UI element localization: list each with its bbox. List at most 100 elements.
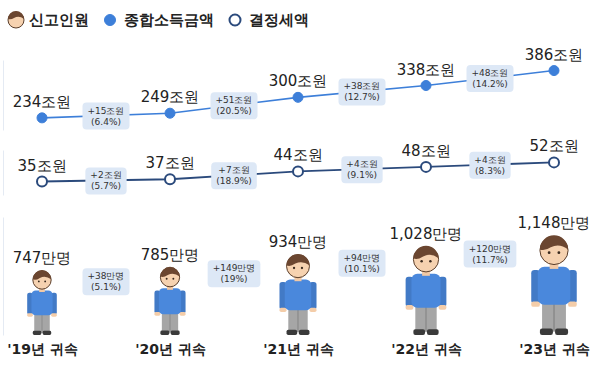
person-shoe bbox=[160, 331, 169, 335]
change-label: (11.7%) bbox=[472, 255, 508, 265]
x-tick-label: '21년 귀속 bbox=[263, 341, 334, 357]
person-leg bbox=[415, 305, 436, 332]
person-hair bbox=[33, 270, 51, 280]
person-hair bbox=[160, 267, 179, 277]
person-leg bbox=[34, 313, 50, 333]
person-shoe bbox=[43, 331, 51, 335]
y-axis bbox=[3, 218, 4, 336]
value-label: 35조원 bbox=[17, 157, 66, 175]
change-box bbox=[211, 162, 257, 189]
change-box bbox=[467, 65, 514, 92]
change-label: (5.7%) bbox=[91, 181, 121, 191]
person-shoe bbox=[540, 328, 553, 335]
person-body bbox=[538, 267, 571, 305]
legend-icon bbox=[8, 12, 24, 28]
person-body bbox=[159, 288, 181, 314]
person-body bbox=[31, 291, 52, 316]
legend-label: 종합소득금액 bbox=[124, 11, 214, 29]
person-icon bbox=[27, 270, 57, 335]
person-shoe bbox=[555, 328, 568, 335]
change-label: +51조원 bbox=[216, 95, 253, 105]
person-leg bbox=[162, 312, 178, 333]
person-leg-gap bbox=[41, 314, 42, 332]
person-leg bbox=[288, 308, 307, 333]
change-label: +149만명 bbox=[213, 263, 256, 273]
x-tick-label: '22년 귀속 bbox=[391, 341, 462, 357]
y-axis-line bbox=[3, 151, 4, 196]
change-label: +4조원 bbox=[474, 155, 505, 165]
person-hand bbox=[531, 301, 540, 306]
chart-container: '19년 귀속'20년 귀속'21년 귀속'22년 귀속'23년 귀속+38만명… bbox=[0, 0, 600, 367]
person-eye bbox=[420, 260, 423, 263]
person-leg-gap bbox=[169, 313, 170, 332]
person-hand bbox=[439, 305, 447, 310]
change-box bbox=[339, 250, 386, 277]
change-label: +2조원 bbox=[90, 170, 121, 180]
person-eye bbox=[557, 251, 560, 254]
y-axis bbox=[3, 151, 4, 196]
change-label: (9.1%) bbox=[347, 170, 377, 180]
x-tick: '20년 귀속 bbox=[135, 340, 206, 357]
change-box bbox=[208, 260, 261, 287]
change-label: (6.4%) bbox=[91, 117, 121, 127]
person-hair bbox=[287, 254, 310, 266]
change-annotation: +7조원(18.9%) bbox=[211, 162, 257, 189]
series-point bbox=[165, 174, 175, 184]
change-label: (5.1%) bbox=[91, 282, 121, 292]
legend-label: 결정세액 bbox=[249, 11, 309, 29]
person-leg bbox=[542, 301, 566, 331]
value-label: 52조원 bbox=[529, 137, 578, 155]
change-annotation: +4조원(8.3%) bbox=[469, 152, 510, 179]
value-label: 934만명 bbox=[269, 233, 328, 251]
person-shoe bbox=[299, 330, 310, 335]
y-axis bbox=[3, 61, 4, 131]
person-shoe bbox=[33, 331, 41, 335]
legend-item: 결정세액 bbox=[230, 11, 310, 29]
value-label: 338조원 bbox=[397, 61, 456, 79]
person-eye bbox=[166, 278, 168, 280]
change-annotation: +4조원(9.1%) bbox=[341, 156, 382, 183]
person-eye bbox=[293, 267, 295, 269]
change-label: +7조원 bbox=[218, 165, 249, 175]
legend-item: 신고인원 bbox=[8, 11, 89, 29]
series-point bbox=[421, 81, 431, 91]
person-leg-gap bbox=[553, 302, 555, 330]
x-tick: '23년 귀속 bbox=[519, 340, 590, 357]
person-head bbox=[287, 255, 310, 278]
x-axis: '19년 귀속'20년 귀속'21년 귀속'22년 귀속'23년 귀속 bbox=[7, 340, 590, 357]
value-label: 386조원 bbox=[525, 46, 584, 64]
legend: 신고인원 종합소득금액 결정세액 bbox=[8, 11, 309, 29]
person-head bbox=[413, 247, 438, 272]
change-label: +4조원 bbox=[346, 159, 377, 169]
change-box bbox=[83, 103, 130, 130]
change-annotation: +94만명(10.1%) bbox=[339, 250, 386, 277]
x-tick: '21년 귀속 bbox=[263, 340, 334, 357]
series-point bbox=[37, 113, 47, 123]
chart-svg: '19년 귀속'20년 귀속'21년 귀속'22년 귀속'23년 귀속+38만명… bbox=[0, 0, 600, 367]
person-hand bbox=[51, 313, 57, 317]
change-label: (8.3%) bbox=[475, 166, 505, 176]
person-hand bbox=[180, 312, 186, 316]
change-box bbox=[83, 268, 130, 295]
series-point bbox=[549, 66, 559, 76]
change-box bbox=[469, 152, 510, 179]
change-annotation: +48조원(14.2%) bbox=[467, 65, 514, 92]
person-eye bbox=[301, 267, 303, 269]
person-body bbox=[285, 279, 311, 310]
person-icon bbox=[279, 254, 316, 335]
legend-icon bbox=[105, 15, 116, 26]
value-label: 1,148만명 bbox=[518, 214, 591, 232]
person-body bbox=[411, 274, 440, 308]
person-shoe bbox=[171, 331, 180, 335]
value-label: 44조원 bbox=[273, 146, 322, 164]
change-annotation: +2조원(5.7%) bbox=[85, 167, 126, 194]
person-eye bbox=[548, 251, 551, 254]
series-point bbox=[421, 162, 431, 172]
change-label: (19%) bbox=[220, 274, 247, 284]
series-point bbox=[293, 92, 303, 102]
x-tick-label: '23년 귀속 bbox=[519, 341, 590, 357]
change-label: +48조원 bbox=[472, 68, 509, 78]
series-point bbox=[37, 177, 47, 187]
person-eye bbox=[429, 260, 432, 263]
change-label: +94만명 bbox=[344, 253, 381, 263]
